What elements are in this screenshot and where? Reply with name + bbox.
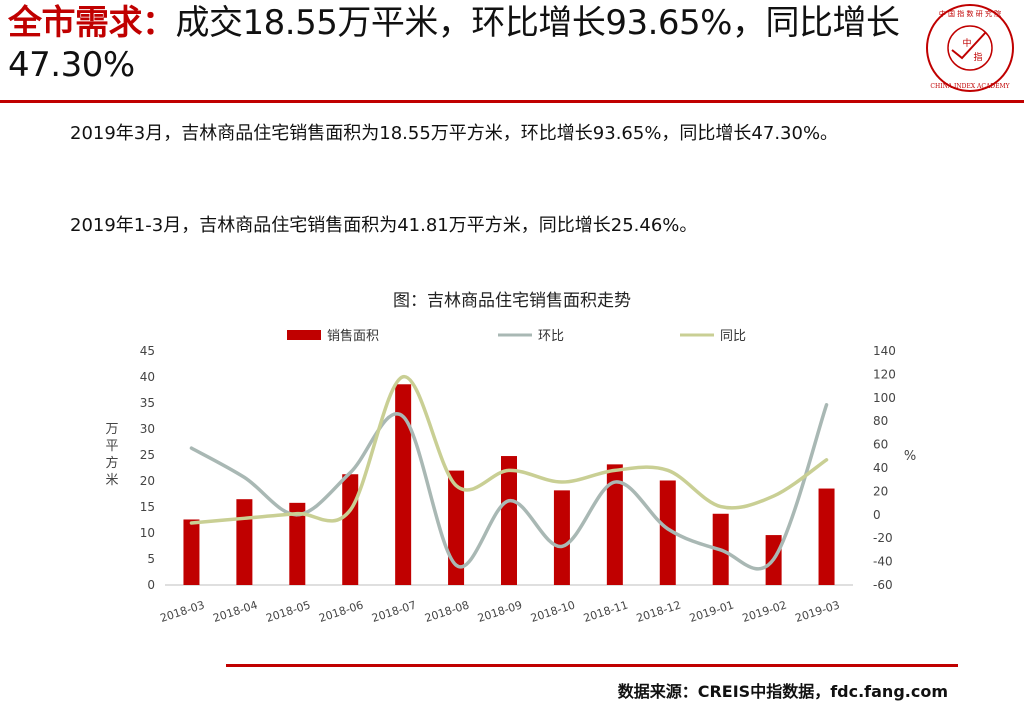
y2-axis-label: % — [904, 449, 916, 464]
chart-title: 图：吉林商品住宅销售面积走势 — [393, 291, 631, 311]
x-tick-label: 2019-03 — [794, 598, 842, 625]
x-tick-label: 2018-05 — [264, 598, 312, 625]
svg-text:中 国 指 数 研 究 院: 中 国 指 数 研 究 院 — [939, 9, 1001, 18]
legend-label: 环比 — [538, 329, 564, 344]
y2-tick-label: 0 — [873, 508, 881, 522]
bar — [448, 470, 465, 585]
y-tick-label: 0 — [147, 578, 155, 592]
bar — [553, 490, 570, 585]
x-tick-label: 2018-06 — [317, 598, 365, 625]
x-tick-label: 2019-02 — [741, 598, 789, 625]
china-index-academy-logo: 中 国 指 数 研 究 院 CHINA INDEX ACADEMY 中 指 — [926, 4, 1014, 92]
x-tick-label: 2018-10 — [529, 598, 577, 625]
x-tick-label: 2018-11 — [582, 598, 630, 625]
y2-tick-label: 120 — [873, 367, 896, 381]
y-tick-label: 45 — [140, 344, 155, 358]
summary-paragraph-2: 2019年1-3月，吉林商品住宅销售面积为41.81万平方米，同比增长25.46… — [70, 215, 698, 236]
y-tick-label: 15 — [140, 500, 155, 514]
x-tick-label: 2018-08 — [423, 598, 471, 625]
bar — [342, 474, 359, 585]
bar — [236, 499, 253, 585]
title-accent: 全市需求： — [8, 3, 176, 43]
series-line-mom — [189, 403, 829, 571]
y2-tick-label: -60 — [873, 578, 893, 592]
y-tick-label: 25 — [140, 448, 155, 462]
y-tick-label: 5 — [147, 552, 155, 566]
y-tick-label: 20 — [140, 474, 155, 488]
y2-tick-label: 140 — [873, 344, 896, 358]
y2-tick-label: 20 — [873, 484, 888, 498]
svg-text:指: 指 — [973, 51, 982, 63]
x-tick-label: 2018-03 — [159, 598, 207, 625]
x-tick-label: 2018-07 — [370, 598, 418, 625]
y2-tick-label: -20 — [873, 531, 893, 545]
x-tick-label: 2019-01 — [688, 598, 736, 625]
y2-tick-label: 60 — [873, 438, 888, 452]
bar — [818, 488, 835, 585]
series-line-yoy — [189, 375, 829, 525]
x-tick-label: 2018-04 — [211, 598, 259, 625]
bar — [501, 456, 517, 585]
legend-label: 同比 — [720, 329, 746, 344]
legend-label: 销售面积 — [327, 328, 379, 344]
y-axis-label: 万平方米 — [105, 422, 118, 488]
y-tick-label: 30 — [140, 422, 155, 436]
y-tick-label: 10 — [140, 526, 155, 540]
x-tick-label: 2018-09 — [476, 598, 524, 625]
footer-divider — [226, 664, 958, 667]
legend-swatch — [287, 330, 321, 340]
bar — [659, 480, 676, 585]
y2-tick-label: 100 — [873, 391, 896, 405]
bar — [183, 519, 200, 585]
summary-paragraph-1: 2019年3月，吉林商品住宅销售面积为18.55万平方米，环比增长93.65%，… — [70, 123, 839, 144]
y2-tick-label: 80 — [873, 414, 888, 428]
bar — [606, 464, 623, 585]
y-tick-label: 35 — [140, 396, 155, 410]
svg-text:中: 中 — [962, 37, 971, 49]
data-source: 数据来源：CREIS中指数据，fdc.fang.com — [617, 682, 948, 701]
y2-tick-label: -40 — [873, 555, 893, 569]
y-tick-label: 40 — [140, 370, 155, 384]
x-tick-label: 2018-12 — [635, 598, 683, 625]
y2-tick-label: 40 — [873, 461, 888, 475]
svg-text:CHINA INDEX ACADEMY: CHINA INDEX ACADEMY — [930, 83, 1010, 90]
bar — [289, 502, 306, 585]
title-text: 成交18.55万平米，环比增长93.65%，同比增长47.30% — [8, 3, 900, 85]
title-divider — [0, 100, 1024, 103]
page-title: 全市需求：成交18.55万平米，环比增长93.65%，同比增长47.30% — [8, 2, 913, 86]
bar — [395, 384, 412, 585]
